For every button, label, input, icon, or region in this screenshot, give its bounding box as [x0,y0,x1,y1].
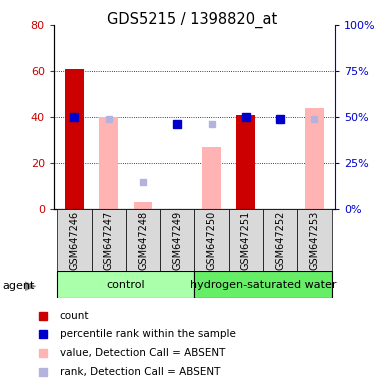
Bar [65,69,84,209]
Bar [305,108,324,209]
Text: GSM647250: GSM647250 [207,210,216,270]
Text: GSM647247: GSM647247 [104,210,114,270]
FancyBboxPatch shape [92,209,126,271]
FancyBboxPatch shape [194,209,229,271]
Text: percentile rank within the sample: percentile rank within the sample [60,329,236,339]
FancyBboxPatch shape [160,209,194,271]
Bar [202,147,221,209]
Polygon shape [25,281,37,291]
Text: GSM647246: GSM647246 [69,210,79,270]
FancyBboxPatch shape [126,209,160,271]
FancyBboxPatch shape [229,209,263,271]
Text: GSM647248: GSM647248 [138,210,148,270]
Text: GSM647252: GSM647252 [275,210,285,270]
Text: count: count [60,311,89,321]
Text: GDS5215 / 1398820_at: GDS5215 / 1398820_at [107,12,278,28]
FancyBboxPatch shape [194,271,331,298]
Text: hydrogen-saturated water: hydrogen-saturated water [190,280,336,290]
Text: value, Detection Call = ABSENT: value, Detection Call = ABSENT [60,348,225,358]
FancyBboxPatch shape [263,209,297,271]
Bar [99,117,118,209]
FancyBboxPatch shape [57,271,194,298]
Text: GSM647251: GSM647251 [241,210,251,270]
Text: rank, Detection Call = ABSENT: rank, Detection Call = ABSENT [60,367,220,377]
Text: GSM647253: GSM647253 [310,210,320,270]
Bar [236,115,255,209]
Text: control: control [107,280,145,290]
Bar [134,202,152,209]
Text: agent: agent [2,281,34,291]
FancyBboxPatch shape [297,209,331,271]
FancyBboxPatch shape [57,209,92,271]
Text: GSM647249: GSM647249 [172,210,182,270]
